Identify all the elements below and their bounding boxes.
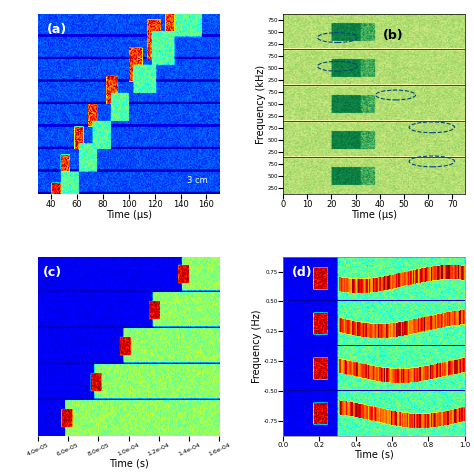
Text: (a): (a): [47, 23, 67, 36]
Text: (c): (c): [43, 265, 63, 279]
X-axis label: Time (s): Time (s): [354, 450, 393, 460]
Text: (d): (d): [292, 265, 313, 279]
Y-axis label: Frequency (kHz): Frequency (kHz): [256, 64, 266, 144]
X-axis label: Time (s): Time (s): [109, 458, 148, 468]
X-axis label: Time (μs): Time (μs): [351, 210, 397, 220]
Text: 3 cm: 3 cm: [187, 176, 208, 185]
X-axis label: Time (μs): Time (μs): [106, 210, 152, 220]
Text: (b): (b): [383, 28, 403, 42]
Y-axis label: Frequency (Hz): Frequency (Hz): [253, 310, 263, 383]
